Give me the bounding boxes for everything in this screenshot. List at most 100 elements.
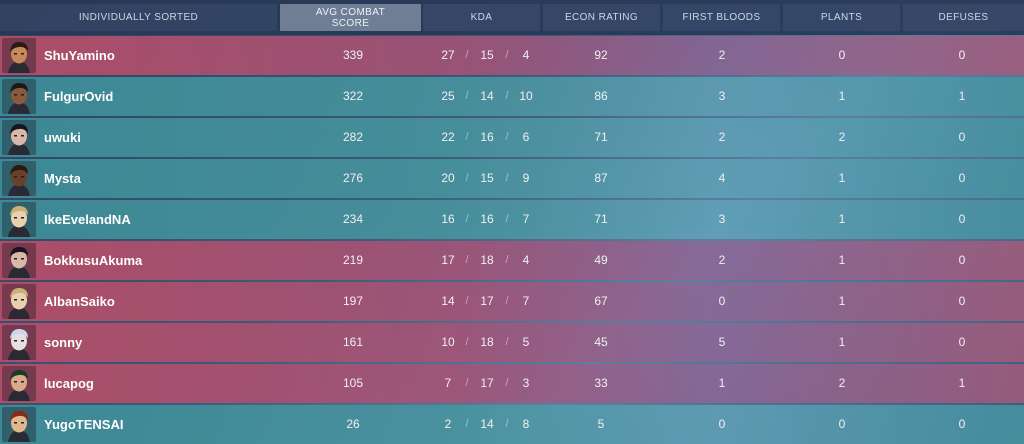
defuses-value: 1 bbox=[958, 376, 966, 390]
econ-value: 45 bbox=[594, 335, 608, 349]
econ-value: 5 bbox=[597, 417, 605, 431]
acs-value: 276 bbox=[342, 171, 364, 185]
defuses-value: 0 bbox=[958, 130, 966, 144]
plants-value: 1 bbox=[838, 335, 846, 349]
kda-separator: / bbox=[465, 377, 469, 389]
econ-value: 67 bbox=[594, 294, 608, 308]
sort-plants-header[interactable]: PLANTS bbox=[783, 4, 900, 31]
player-row[interactable]: uwuki 282 22 16 6 71 2 2 0// bbox=[0, 118, 1024, 157]
agent-sova-portrait bbox=[2, 284, 36, 319]
agent-sova-portrait bbox=[2, 202, 36, 237]
first-bloods-value: 5 bbox=[718, 335, 726, 349]
plants-value: 1 bbox=[838, 89, 846, 103]
kills-value: 10 bbox=[441, 335, 455, 349]
acs-value: 322 bbox=[342, 89, 364, 103]
acs-value: 105 bbox=[342, 376, 364, 390]
kda-separator: / bbox=[465, 49, 469, 61]
assists-value: 8 bbox=[522, 417, 530, 431]
kda-separator: / bbox=[465, 254, 469, 266]
acs-value: 339 bbox=[342, 48, 364, 62]
kda-separator: / bbox=[465, 131, 469, 143]
assists-value: 3 bbox=[522, 376, 530, 390]
header-label-acs: AVG COMBAT SCORE bbox=[315, 6, 386, 29]
player-row[interactable]: BokkusuAkuma 219 17 18 4 49 2 1 0 / / bbox=[0, 241, 1024, 280]
kda-separator: / bbox=[505, 377, 509, 389]
header-label-kda: KDA bbox=[470, 12, 493, 23]
kda-separator: / bbox=[465, 295, 469, 307]
header-label-plants: PLANTS bbox=[820, 12, 863, 23]
deaths-value: 16 bbox=[480, 130, 494, 144]
deaths-value: 15 bbox=[480, 171, 494, 185]
acs-value: 282 bbox=[342, 130, 364, 144]
kills-value: 14 bbox=[441, 294, 455, 308]
first-bloods-value: 0 bbox=[718, 417, 726, 431]
sort-defuses-header[interactable]: DEFUSES bbox=[903, 4, 1024, 31]
agent-jett-portrait bbox=[2, 325, 36, 360]
player-name: Mysta bbox=[44, 171, 81, 186]
sort-name-header[interactable]: INDIVIDUALLY SORTED bbox=[0, 4, 277, 31]
acs-value: 234 bbox=[342, 212, 364, 226]
player-row[interactable]: Mysta 276 20 15 9 87 4 1 0 / / bbox=[0, 159, 1024, 198]
assists-value: 4 bbox=[522, 253, 530, 267]
first-bloods-value: 2 bbox=[718, 48, 726, 62]
defuses-value: 0 bbox=[958, 171, 966, 185]
econ-value: 71 bbox=[594, 212, 608, 226]
kills-value: 2 bbox=[444, 417, 452, 431]
deaths-value: 17 bbox=[480, 376, 494, 390]
header-label-defuses: DEFUSES bbox=[938, 12, 989, 23]
first-bloods-value: 2 bbox=[718, 130, 726, 144]
econ-value: 49 bbox=[594, 253, 608, 267]
econ-value: 87 bbox=[594, 171, 608, 185]
kda-separator: / bbox=[505, 418, 509, 430]
agent-killjoy-portrait bbox=[2, 407, 36, 442]
kills-value: 25 bbox=[441, 89, 455, 103]
sort-first-bloods-header[interactable]: FIRST BLOODS bbox=[663, 4, 780, 31]
agent-reyna-portrait bbox=[2, 120, 36, 155]
header-label-first-bloods: FIRST BLOODS bbox=[682, 12, 761, 23]
deaths-value: 18 bbox=[480, 253, 494, 267]
player-name: AlbanSaiko bbox=[44, 294, 115, 309]
plants-value: 1 bbox=[838, 171, 846, 185]
first-bloods-value: 0 bbox=[718, 294, 726, 308]
deaths-value: 17 bbox=[480, 294, 494, 308]
assists-value: 6 bbox=[522, 130, 530, 144]
first-bloods-value: 2 bbox=[718, 253, 726, 267]
kda-separator: / bbox=[505, 131, 509, 143]
assists-value: 9 bbox=[522, 171, 530, 185]
kills-value: 16 bbox=[441, 212, 455, 226]
player-name: IkeEvelandNA bbox=[44, 212, 131, 227]
deaths-value: 14 bbox=[480, 417, 494, 431]
sort-kda-header[interactable]: KDA bbox=[423, 4, 540, 31]
defuses-value: 1 bbox=[958, 89, 966, 103]
acs-value: 197 bbox=[342, 294, 364, 308]
player-name: FulgurOvid bbox=[44, 89, 114, 104]
player-name: lucapog bbox=[44, 376, 94, 391]
player-row[interactable]: FulgurOvid 322 25 14 10 86 3 1 1 / / bbox=[0, 77, 1024, 116]
player-name: BokkusuAkuma bbox=[44, 253, 143, 268]
kills-value: 17 bbox=[441, 253, 455, 267]
defuses-value: 0 bbox=[958, 48, 966, 62]
kda-separator: / bbox=[505, 254, 509, 266]
player-row[interactable]: IkeEvelandNA 234 16 16 7 71 3 1 0 / / bbox=[0, 200, 1024, 239]
acs-value: 161 bbox=[342, 335, 364, 349]
plants-value: 1 bbox=[838, 253, 846, 267]
econ-value: 92 bbox=[594, 48, 608, 62]
player-row[interactable]: ShuYamino 339 27 15 4 92 2 0 0 / / bbox=[0, 36, 1024, 75]
agent-reyna-portrait bbox=[2, 243, 36, 278]
player-row[interactable]: YugoTENSAI 26 2 14 8 5 0 0 0 / / bbox=[0, 405, 1024, 444]
plants-value: 0 bbox=[838, 48, 846, 62]
defuses-value: 0 bbox=[958, 212, 966, 226]
plants-value: 0 bbox=[838, 417, 846, 431]
sort-econ-header[interactable]: ECON RATING bbox=[543, 4, 660, 31]
plants-value: 1 bbox=[838, 294, 846, 308]
sort-acs-header[interactable]: AVG COMBAT SCORE bbox=[280, 4, 421, 31]
player-row[interactable]: lucapog 105 7 17 3 33 1 2 1// bbox=[0, 364, 1024, 403]
first-bloods-value: 1 bbox=[718, 376, 726, 390]
player-name: YugoTENSAI bbox=[44, 417, 124, 432]
player-row[interactable]: AlbanSaiko 197 14 17 7 67 0 1 0 / / bbox=[0, 282, 1024, 321]
player-name: ShuYamino bbox=[44, 48, 115, 63]
acs-value: 26 bbox=[346, 417, 360, 431]
player-row[interactable]: sonny 161 10 18 5 45 5 1 0// bbox=[0, 323, 1024, 362]
deaths-value: 15 bbox=[480, 48, 494, 62]
kda-separator: / bbox=[465, 336, 469, 348]
